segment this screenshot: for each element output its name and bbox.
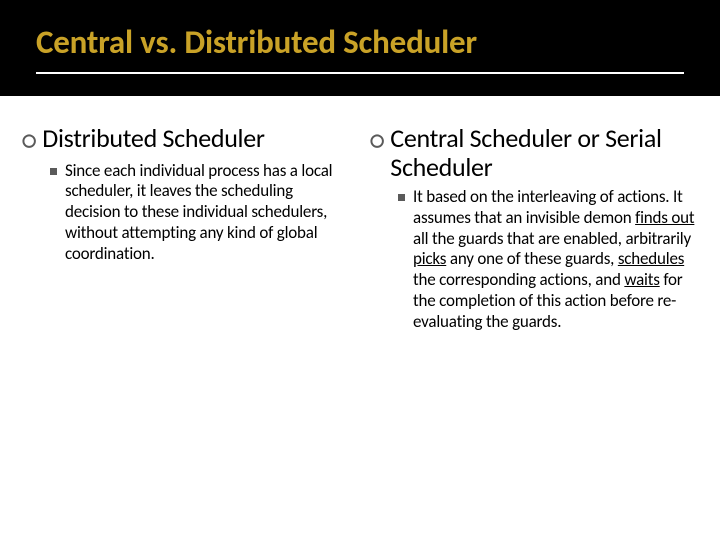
square-bullet-icon: [50, 168, 57, 175]
left-sub-row: Since each individual process has a loca…: [50, 161, 350, 265]
underlined-text: picks: [413, 248, 446, 269]
underlined-text: finds out: [635, 207, 694, 228]
right-sub-row: It based on the interleaving of actions.…: [398, 187, 698, 332]
content-area: ○ Distributed Scheduler Since each indiv…: [0, 96, 720, 332]
right-heading: Central Scheduler or Serial Scheduler: [390, 124, 698, 181]
title-underline: [36, 72, 684, 74]
slide-title: Central vs. Distributed Scheduler: [36, 22, 477, 62]
circle-bullet-icon: ○: [22, 126, 36, 155]
square-bullet-icon: [398, 194, 405, 201]
right-heading-row: ○ Central Scheduler or Serial Scheduler: [370, 124, 698, 181]
underlined-text: schedules: [618, 248, 684, 269]
body-text: all the guards that are enabled, arbitra…: [413, 228, 691, 249]
body-text: any one of these guards,: [446, 248, 618, 269]
right-column: ○ Central Scheduler or Serial Scheduler …: [370, 124, 698, 332]
body-text: the corresponding actions, and: [413, 269, 624, 290]
left-body: Since each individual process has a loca…: [65, 161, 350, 265]
underlined-text: waits: [624, 269, 659, 290]
left-heading-row: ○ Distributed Scheduler: [22, 124, 350, 155]
left-column: ○ Distributed Scheduler Since each indiv…: [22, 124, 350, 332]
title-bar: Central vs. Distributed Scheduler: [0, 0, 720, 96]
circle-bullet-icon: ○: [370, 126, 384, 155]
right-body: It based on the interleaving of actions.…: [413, 187, 698, 332]
left-heading: Distributed Scheduler: [42, 124, 264, 153]
